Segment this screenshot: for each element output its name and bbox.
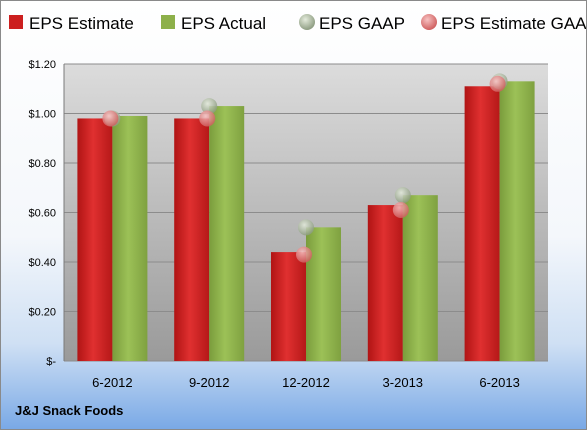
y-tick-label: $0.40 xyxy=(28,257,56,269)
x-tick-label: 6-2013 xyxy=(479,375,519,390)
x-tick-label: 6-2012 xyxy=(92,375,132,390)
y-tick-label: $0.80 xyxy=(28,158,56,170)
eps-gaap-marker xyxy=(394,187,411,204)
eps-actual-bar xyxy=(306,227,341,361)
eps-estimate-bar xyxy=(464,86,500,362)
eps-actual-bar xyxy=(112,115,148,361)
eps-estimate-gaap-marker xyxy=(392,202,409,219)
y-tick-label: $1.00 xyxy=(28,109,56,121)
eps-estimate-gaap-legend-swatch xyxy=(421,14,437,30)
eps-gaap-legend-swatch xyxy=(299,14,315,30)
eps-estimate-legend-label: EPS Estimate xyxy=(29,14,134,33)
eps-actual-legend-label: EPS Actual xyxy=(181,14,266,33)
eps-gaap-legend-label: EPS GAAP xyxy=(319,14,405,33)
x-axis: 6-2012 9-2012 12-2012 3-2013 6-2013 xyxy=(92,375,520,390)
eps-estimate-bar xyxy=(77,118,113,361)
eps-estimate-gaap-marker xyxy=(489,75,506,92)
legend: EPS Estimate EPS Actual EPS GAAP EPS Estima… xyxy=(9,14,586,33)
y-tick-label: $0.60 xyxy=(28,208,56,220)
x-tick-label: 12-2012 xyxy=(282,375,330,390)
eps-estimate-gaap-legend-label: EPS Estimate GAAP xyxy=(441,14,586,33)
eps-estimate-legend-swatch xyxy=(9,15,23,29)
eps-estimate-bar xyxy=(271,252,306,361)
x-tick-label: 9-2012 xyxy=(189,375,229,390)
eps-estimate-bar xyxy=(174,118,210,361)
y-tick-label: $- xyxy=(46,356,56,368)
eps-gaap-marker xyxy=(201,98,218,115)
eps-estimate-bar xyxy=(367,205,403,361)
company-name: J&J Snack Foods xyxy=(15,403,124,418)
eps-estimate-gaap-marker xyxy=(102,110,119,127)
y-tick-label: $1.20 xyxy=(28,59,56,71)
eps-actual-legend-swatch xyxy=(161,15,175,29)
markers xyxy=(102,73,508,263)
eps-actual-bar xyxy=(402,195,438,361)
eps-estimate-gaap-marker xyxy=(296,246,312,263)
y-tick-label: $0.20 xyxy=(28,307,56,319)
eps-actual-bar xyxy=(209,106,245,361)
bars xyxy=(77,81,535,362)
eps-actual-bar xyxy=(499,81,535,361)
x-tick-label: 3-2013 xyxy=(383,375,423,390)
y-axis: $- $0.20 $0.40 $0.60 $0.80 $1.00 $1.20 xyxy=(28,59,65,368)
eps-gaap-marker xyxy=(298,219,314,236)
eps-estimate-gaap-marker xyxy=(199,110,216,127)
